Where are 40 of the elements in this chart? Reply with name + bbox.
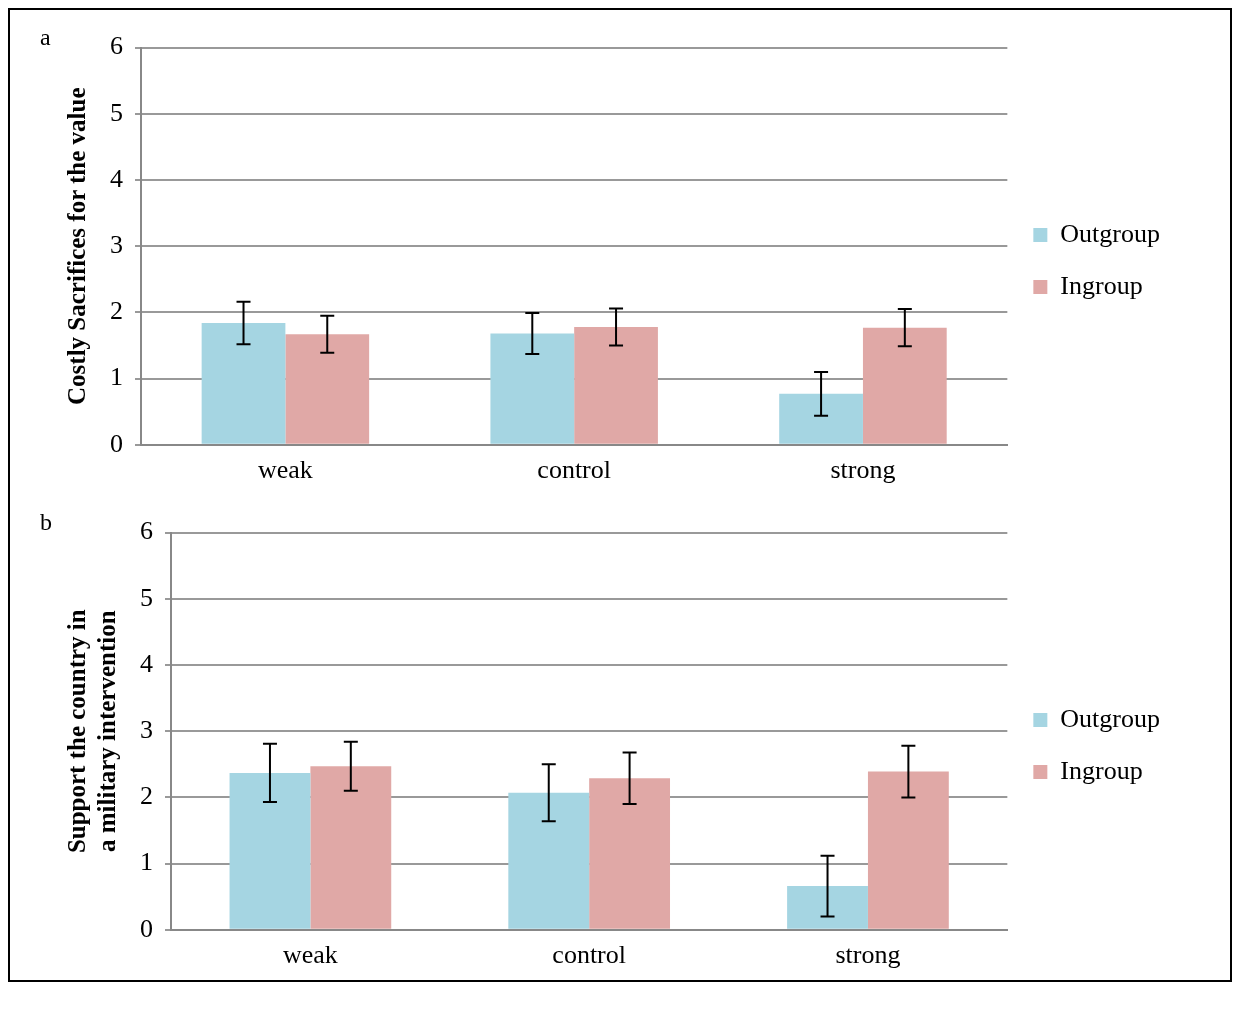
legend-label: Ingroup <box>1060 755 1143 785</box>
x-tick-label: weak <box>257 455 313 485</box>
y-tick-label: 6 <box>140 516 153 546</box>
y-tick-label: 1 <box>140 847 153 877</box>
text: b <box>40 509 52 536</box>
y-tick-label: 0 <box>140 913 153 943</box>
bar <box>862 327 947 444</box>
bar <box>574 326 658 444</box>
bar <box>310 766 392 929</box>
bar <box>589 778 671 929</box>
bar <box>229 772 311 929</box>
y-axis-title: Support the country in a military intervention <box>63 609 121 854</box>
bar <box>201 322 286 444</box>
y-tick-label: 2 <box>110 296 123 326</box>
y-tick-label: 0 <box>110 428 123 458</box>
x-tick-label: weak <box>282 940 338 970</box>
y-tick-label: 6 <box>110 31 123 61</box>
y-tick-label: 4 <box>140 648 153 678</box>
bar <box>508 792 590 929</box>
bar <box>867 771 949 929</box>
x-tick-label: strong <box>835 940 901 970</box>
bar <box>285 334 370 444</box>
bar <box>779 393 863 444</box>
x-tick-label: control <box>537 455 611 485</box>
legend-label: Ingroup <box>1060 270 1143 300</box>
legend-label: Outgroup <box>1060 703 1161 733</box>
y-tick-label: 3 <box>140 715 153 745</box>
y-axis-title: Costly Sacrifices for the value <box>63 87 91 405</box>
y-tick-label: 5 <box>110 97 123 127</box>
y-tick-label: 5 <box>140 582 153 612</box>
y-tick-label: 1 <box>110 362 123 392</box>
y-tick-label: 2 <box>140 781 153 811</box>
bar <box>490 333 575 444</box>
y-tick-label: 3 <box>110 230 123 260</box>
legend-label: Outgroup <box>1060 218 1161 248</box>
y-tick-label: 4 <box>110 163 123 193</box>
bar <box>787 886 868 929</box>
x-tick-label: control <box>552 940 626 970</box>
text: a <box>40 24 51 51</box>
x-tick-label: strong <box>830 455 896 485</box>
